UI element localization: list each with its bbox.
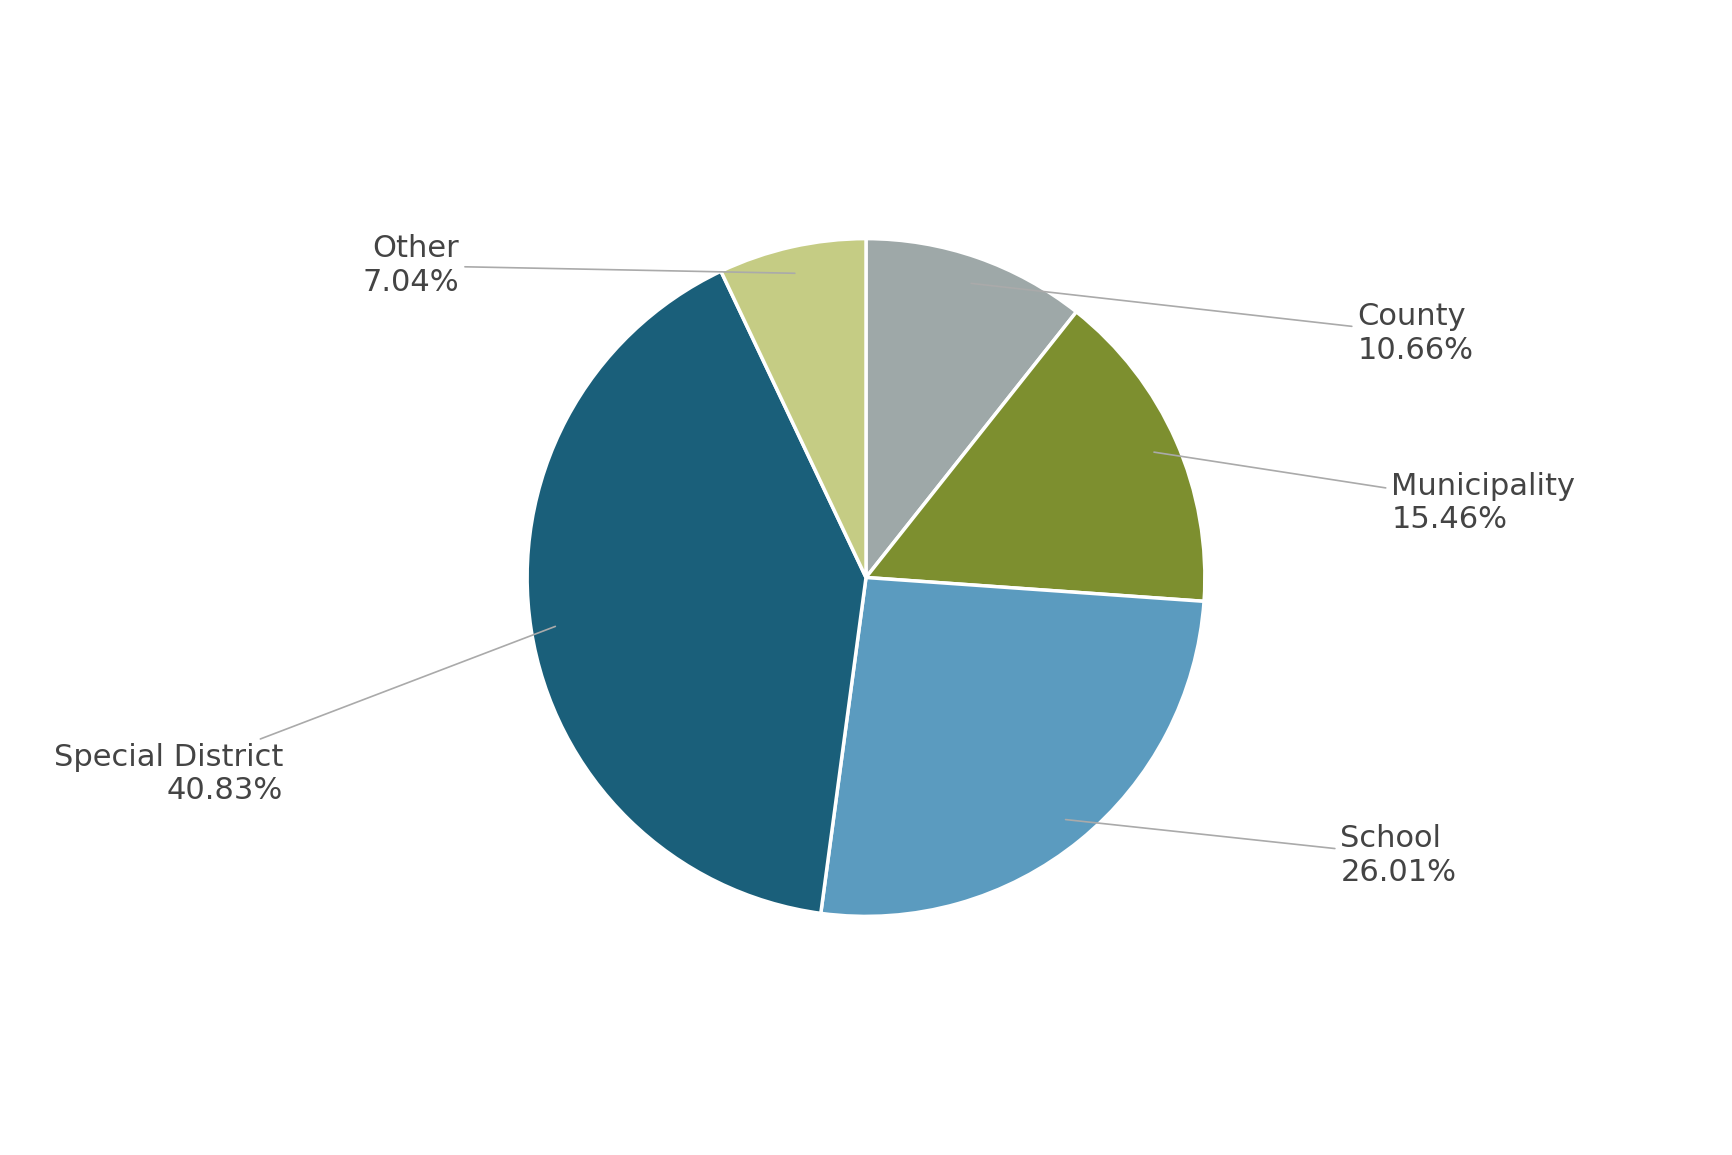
Wedge shape (821, 578, 1204, 916)
Text: Special District
40.83%: Special District 40.83% (54, 626, 556, 805)
Wedge shape (866, 312, 1205, 602)
Text: Municipality
15.46%: Municipality 15.46% (1154, 452, 1574, 535)
Text: School
26.01%: School 26.01% (1065, 820, 1457, 887)
Wedge shape (721, 239, 866, 578)
Wedge shape (527, 271, 866, 914)
Text: County
10.66%: County 10.66% (972, 283, 1474, 365)
Text: Other
7.04%: Other 7.04% (362, 234, 795, 297)
Wedge shape (866, 239, 1076, 578)
